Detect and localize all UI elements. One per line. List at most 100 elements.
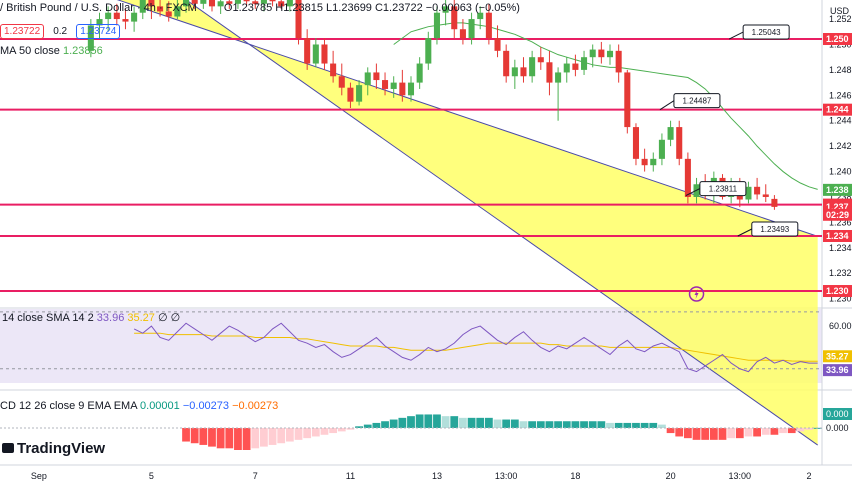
candle-body [537, 57, 544, 63]
macd-histogram-bar [329, 428, 338, 434]
macd-histogram-bar [182, 428, 190, 442]
macd-histogram-bar [294, 428, 303, 440]
macd-histogram-bar [242, 428, 251, 450]
candle-body [667, 127, 674, 140]
price-axis-label: 1.248 [829, 65, 852, 75]
macd-histogram-bar [735, 428, 744, 439]
macd-histogram-bar [459, 417, 467, 428]
rsi-badge-label: 33.96 [826, 365, 849, 375]
rsi-badge [823, 364, 852, 377]
price-badge-label: 1.230 [826, 286, 849, 296]
macd-histogram-bar [355, 426, 363, 428]
macd-histogram-bar [493, 419, 502, 428]
candle-body [572, 63, 579, 70]
rsi-axis-label: 60.00 [829, 321, 852, 331]
price-badge [823, 285, 852, 298]
candle-body [589, 49, 596, 58]
candle-body [771, 198, 778, 207]
macd-histogram-bar [528, 421, 537, 428]
price-axis-label: 1.230 [829, 294, 852, 304]
candle-body [208, 0, 216, 7]
callout-leader [737, 228, 753, 237]
candle-body [581, 57, 588, 70]
macd-histogram-bar [588, 421, 597, 428]
rsi-badge [823, 350, 852, 363]
candle-body [477, 12, 484, 20]
price-axis-label: 1.234 [829, 243, 852, 253]
candle-body [555, 72, 562, 83]
candle-body [105, 12, 112, 20]
candle-body [754, 186, 761, 195]
macd-histogram-bar [562, 421, 571, 428]
chart-header: / British Pound / U.S. Dollar · 4h · FXC… [0, 2, 520, 14]
macd-histogram-bar [346, 428, 355, 430]
candle-body [364, 72, 371, 86]
macd-histogram-bar [225, 428, 234, 449]
macd-histogram-bar [260, 428, 268, 447]
macd-histogram-bar [701, 428, 710, 440]
callout-leader [659, 100, 675, 111]
symbol-title[interactable]: / British Pound / U.S. Dollar · 4h · FXC… [0, 2, 197, 14]
candle-body [546, 62, 553, 83]
price-badge-label: 1.234 [826, 231, 849, 241]
macd-histogram-bar [303, 428, 312, 439]
candle-body [278, 1, 285, 7]
candle-body [234, 0, 241, 4]
macd-histogram-bar [277, 428, 286, 444]
macd-histogram-bar [666, 428, 675, 434]
candle-body [304, 38, 311, 64]
macd-histogram-bar [744, 428, 753, 437]
macd-legend: CD 12 26 close 9 EMA EMA 0.00001 −0.0027… [0, 400, 278, 412]
rsi-line [133, 322, 818, 373]
macd-histogram-bar [415, 414, 424, 428]
candle-body [96, 19, 103, 26]
candle-body [269, 0, 276, 2]
price-badge [823, 183, 852, 196]
logo-text: TradingView [17, 440, 106, 457]
price-badge-label: 02:29 [826, 210, 849, 220]
macd-axis-label: 0.000 [826, 423, 849, 433]
macd-histogram-bar [433, 414, 441, 428]
macd-histogram-bar [571, 421, 580, 428]
candle-body [330, 63, 337, 77]
macd-histogram-bar [718, 428, 727, 440]
candle-body [529, 57, 536, 77]
tradingview-logo[interactable]: TradingView [2, 440, 105, 457]
rsi-legend: 14 close SMA 14 2 33.96 35.27 ∅ ∅ [2, 311, 180, 324]
macd-histogram-bar [234, 428, 242, 450]
ohlc-values: O1.23785 H1.23815 L1.23699 C1.23722 −0.0… [223, 2, 520, 14]
macd-histogram-bar [450, 416, 459, 428]
ask-button[interactable]: 1.23724 [76, 24, 121, 39]
rsi-extra: ∅ ∅ [157, 312, 181, 324]
macd-histogram-bar [606, 422, 614, 428]
time-axis-label: 5 [149, 471, 154, 481]
price-badge-label: 1.237 [826, 202, 849, 212]
bid-button[interactable]: 1.23722 [0, 24, 45, 39]
candle-body [433, 12, 440, 39]
macd-histogram-bar [554, 421, 562, 428]
macd-histogram-bar [536, 421, 545, 428]
callout-label: 1.23811 [709, 185, 738, 194]
candle-body [286, 0, 293, 7]
macd-histogram-bar [597, 421, 606, 428]
callout-box [742, 24, 790, 40]
callout-leader [685, 188, 701, 197]
callout-leader [728, 31, 744, 40]
macd-histogram-bar [398, 417, 407, 428]
price-axis-label: 1.242 [829, 141, 852, 151]
time-axis-label: 7 [253, 471, 258, 481]
price-axis-label: 1.236 [829, 217, 852, 227]
candle-body [650, 158, 657, 166]
macd-histogram-bar [675, 428, 684, 437]
time-axis-label: 13 [432, 471, 442, 481]
macd-histogram-bar [389, 419, 398, 428]
candle-body [157, 6, 164, 12]
candle-body [520, 67, 527, 77]
callout-box [699, 181, 747, 197]
macd-histogram-bar [753, 428, 761, 437]
candle-body [321, 44, 328, 64]
price-badge [823, 103, 852, 116]
macd-histogram-bar [614, 422, 623, 428]
channel-lower-line [185, 0, 818, 446]
